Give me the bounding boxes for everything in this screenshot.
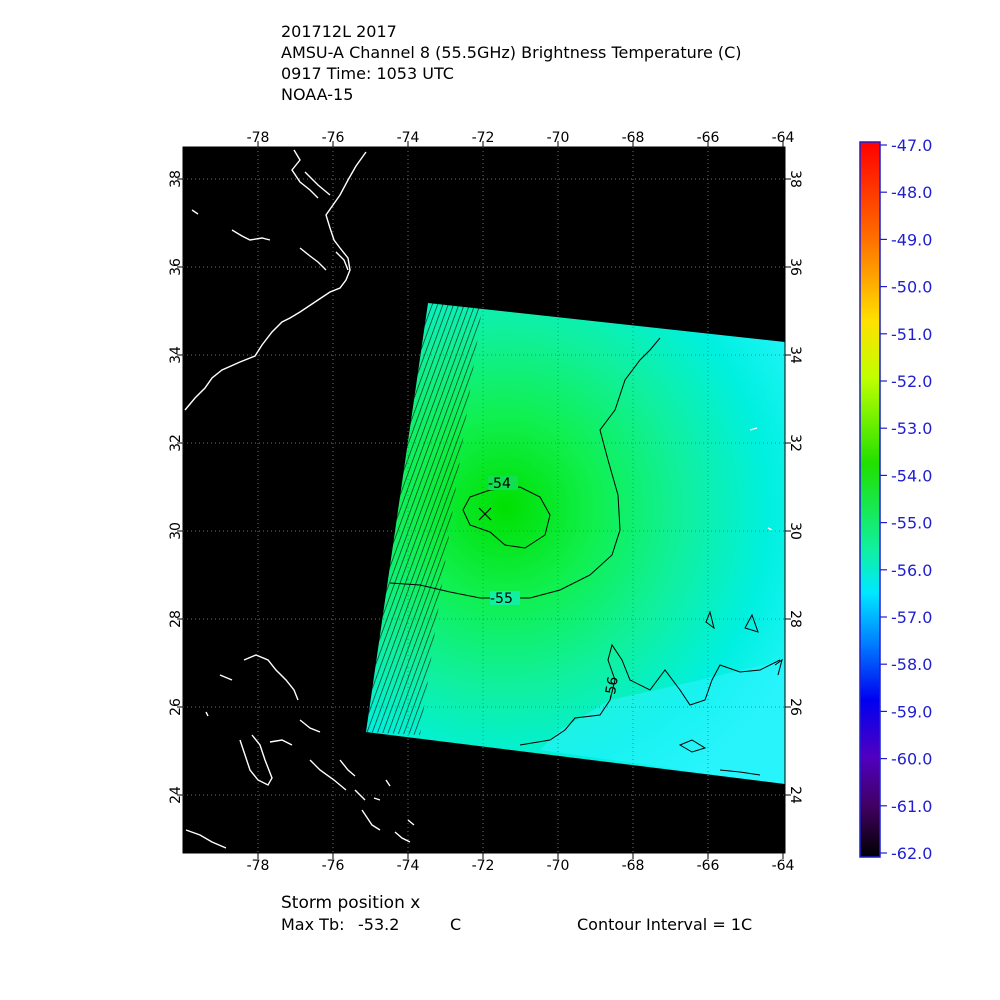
lon-tick-top: -76	[322, 130, 345, 146]
colorbar-label: -50.0	[891, 278, 932, 297]
lat-tick-right: 30	[787, 522, 803, 540]
contour-label-54: -54	[488, 476, 511, 492]
lon-tick-bottom: -68	[622, 858, 645, 874]
colorbar-label: -48.0	[891, 183, 932, 202]
lat-tick-right: 38	[787, 170, 803, 188]
colorbar-label: -57.0	[891, 608, 932, 627]
lon-tick-bottom: -66	[697, 858, 720, 874]
lat-tick-right: 28	[787, 610, 803, 628]
lon-tick-bottom: -64	[772, 858, 795, 874]
contour-label-56: -56	[602, 675, 622, 700]
satellite-swath	[366, 303, 785, 784]
lon-tick-top: -72	[472, 130, 495, 146]
colorbar-label: -55.0	[891, 514, 932, 533]
contour-interval: Contour Interval = 1C	[577, 915, 753, 934]
max-tb-label: Max Tb:	[281, 915, 345, 934]
lat-tick-left: 28	[168, 610, 184, 628]
lon-tick-top: -64	[772, 130, 795, 146]
lon-tick-bottom: -76	[322, 858, 345, 874]
lon-tick-top: -66	[697, 130, 720, 146]
lon-tick-bottom: -74	[397, 858, 420, 874]
contour-label-55: -55	[490, 591, 513, 607]
cool-region	[540, 660, 785, 784]
lat-tick-left: 38	[168, 170, 184, 188]
lat-tick-right: 26	[787, 698, 803, 716]
lon-tick-top: -70	[547, 130, 570, 146]
lon-tick-top: -74	[397, 130, 420, 146]
colorbar-label: -52.0	[891, 372, 932, 391]
max-tb-unit: C	[450, 915, 462, 934]
contours	[389, 337, 783, 776]
contour-labels: -54 -55 -56	[488, 476, 622, 701]
lat-tick-left: 30	[168, 522, 184, 540]
lat-tick-left: 24	[168, 786, 184, 804]
contour-55	[389, 337, 661, 599]
lat-tick-left: 26	[168, 698, 184, 716]
title-line-2: AMSU-A Channel 8 (55.5GHz) Brightness Te…	[281, 43, 742, 62]
title-line-1: 201712L 2017	[281, 22, 397, 41]
limb-hatch	[366, 303, 482, 735]
colorbar-ticks: -47.0 -48.0 -49.0 -50.0 -51.0 -52.0 -53.0 -54.0…	[880, 136, 932, 863]
coastline	[184, 149, 773, 849]
longitude-axes: -78 -78 -76 -76 -74 -74 -72 -72 -70 -70 -68 -68 -66 -…	[247, 130, 795, 874]
colorbar-label: -54.0	[891, 466, 932, 485]
colorbar-label: -56.0	[891, 561, 932, 580]
colorbar-label: -53.0	[891, 419, 932, 438]
lat-tick-right: 24	[787, 786, 803, 804]
lat-tick-left: 32	[168, 434, 184, 452]
storm-position-label: Storm position x	[281, 893, 421, 913]
lon-tick-top: -68	[622, 130, 645, 146]
max-tb-value: -53.2	[358, 915, 400, 934]
colorbar-label: -62.0	[891, 844, 932, 863]
storm-marker	[478, 507, 492, 521]
title-line-3: 0917 Time: 1053 UTC	[281, 64, 454, 83]
lon-tick-bottom: -78	[247, 858, 270, 874]
colorbar-label: -58.0	[891, 655, 932, 674]
lat-tick-left: 36	[168, 258, 184, 276]
lat-tick-right: 34	[787, 346, 803, 364]
colorbar-label: -60.0	[891, 750, 932, 769]
contour-56	[519, 643, 781, 746]
title-line-4: NOAA-15	[281, 85, 354, 104]
colorbar-label: -47.0	[891, 136, 932, 155]
lat-tick-left: 34	[168, 346, 184, 364]
lat-tick-right: 36	[787, 258, 803, 276]
lat-tick-right: 32	[787, 434, 803, 452]
colorbar-label: -49.0	[891, 230, 932, 249]
colorbar-label: -59.0	[891, 702, 932, 721]
colorbar	[859, 141, 881, 858]
lon-tick-top: -78	[247, 130, 270, 146]
colorbar-label: -51.0	[891, 325, 932, 344]
lon-tick-bottom: -72	[472, 858, 495, 874]
lon-tick-bottom: -70	[547, 858, 570, 874]
latitude-axes: 24 24 26 26 28 28 30 30 32 32 34 34 36 36 38 38	[168, 170, 803, 804]
colorbar-label: -61.0	[891, 797, 932, 816]
map-grid	[183, 147, 785, 853]
